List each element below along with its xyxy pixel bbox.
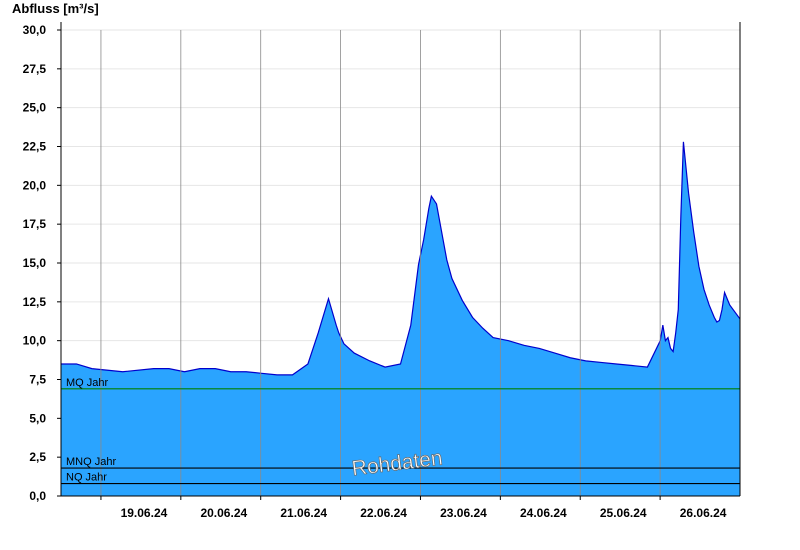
x-tick-label: 23.06.24 (440, 506, 487, 520)
axes (60, 22, 741, 497)
rohdaten-watermark: Rohdaten (351, 447, 444, 481)
vertical-gridlines (100, 30, 661, 496)
reference-line-label: NQ Jahr (66, 472, 107, 484)
x-tick-label: 25.06.24 (600, 506, 647, 520)
reference-lines: MQ Jahr MNQ Jahr NQ Jahr (61, 377, 740, 485)
y-tick-label: 2,5 (29, 450, 46, 464)
y-tick-label: 25,0 (23, 101, 47, 115)
y-axis-title: Abfluss [m³/s] (12, 1, 99, 16)
x-tick-labels: 19.06.24 20.06.24 21.06.24 22.06.24 23.06.24… (100, 496, 727, 520)
x-tick-label: 21.06.24 (280, 506, 327, 520)
y-tick-labels: 0,0 2,5 5,0 7,5 10,0 12,5 15,0 17,5 20,0 22,5 25,0… (23, 23, 61, 503)
y-tick-label: 5,0 (29, 411, 46, 425)
y-tick-label: 27,5 (23, 62, 47, 76)
reference-line-label: MNQ Jahr (66, 456, 116, 468)
x-tick-label: 24.06.24 (520, 506, 567, 520)
reference-line-label: MQ Jahr (66, 377, 109, 389)
discharge-line (61, 141, 741, 376)
x-tick-label: 26.06.24 (680, 506, 727, 520)
discharge-area (61, 141, 740, 496)
y-tick-label: 20,0 (23, 178, 47, 192)
y-tick-label: 22,5 (23, 140, 47, 154)
y-tick-label: 10,0 (23, 334, 47, 348)
y-tick-label: 12,5 (23, 295, 47, 309)
x-tick-label: 20.06.24 (200, 506, 247, 520)
y-tick-label: 17,5 (23, 217, 47, 231)
x-tick-label: 19.06.24 (121, 506, 168, 520)
y-tick-label: 30,0 (23, 23, 47, 37)
y-tick-label: 0,0 (29, 489, 46, 503)
y-tick-label: 7,5 (29, 373, 46, 387)
y-tick-label: 15,0 (23, 256, 47, 270)
x-tick-label: 22.06.24 (360, 506, 407, 520)
